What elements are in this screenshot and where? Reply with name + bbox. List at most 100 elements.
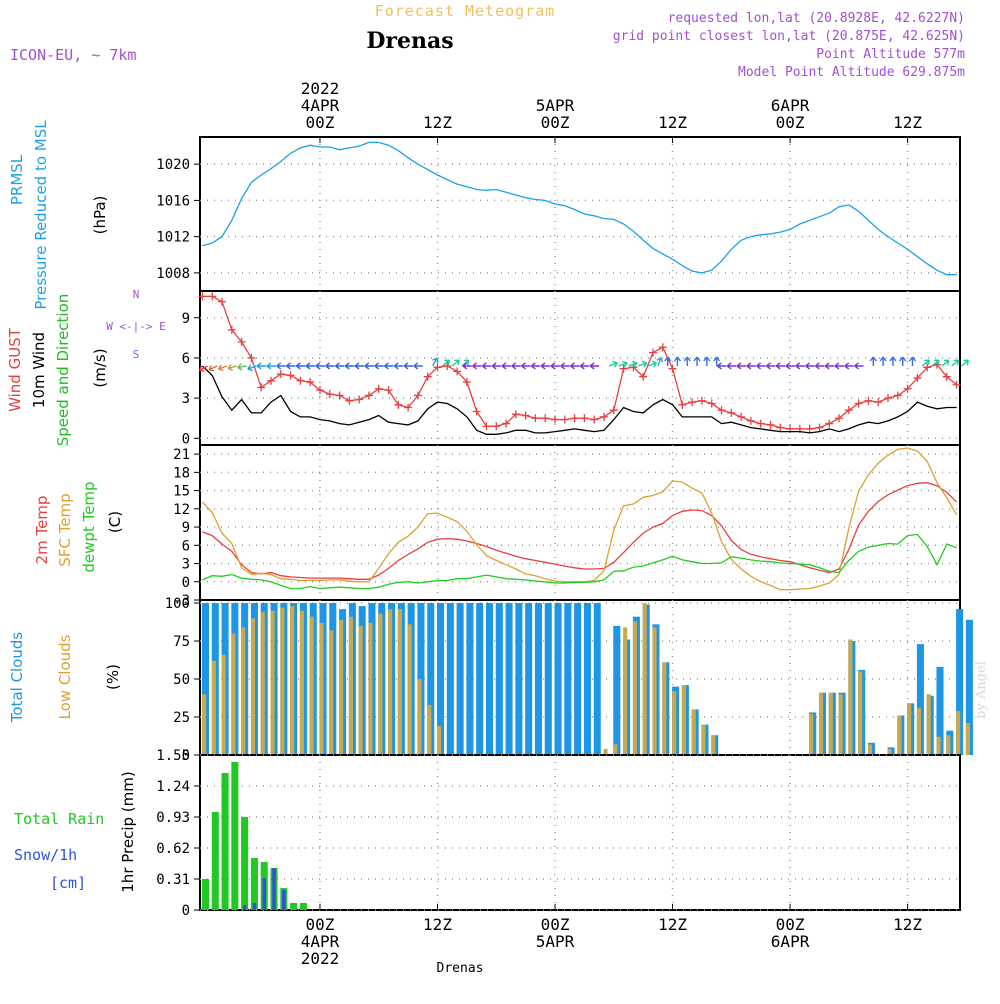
bar-clouds-b — [280, 607, 285, 755]
gust-marker — [208, 292, 217, 301]
bar-clouds-a — [485, 603, 494, 755]
wind-direction-arrow — [491, 362, 502, 370]
bar-clouds-b — [907, 703, 912, 755]
gust-marker — [521, 411, 530, 420]
bar-clouds-b — [897, 715, 902, 755]
gust-marker — [364, 391, 373, 400]
y-tick-label: 0.62 — [156, 841, 190, 857]
bar-clouds-b — [319, 622, 324, 755]
panel-pressure: 1008 1012 1016 1020 — [156, 136, 961, 292]
dewpt-label: dewpt Temp — [80, 481, 98, 572]
y-tick-label: 0 — [182, 903, 190, 919]
wind-direction-arrow — [683, 356, 691, 366]
point-altitude: Point Altitude 577m — [816, 47, 965, 62]
gust-marker — [453, 367, 462, 376]
requested-coords: requested lon,lat (20.8928E, 42.6227N) — [668, 11, 965, 26]
gust-marker — [835, 414, 844, 423]
gust-marker — [913, 374, 922, 383]
gust-marker — [227, 325, 236, 334]
bottom-time-label: 6APR — [771, 932, 810, 951]
bar-clouds-b — [809, 713, 814, 755]
gust-marker — [815, 423, 824, 432]
y-tick-label: 0 — [182, 575, 190, 591]
y-tick-label: 9 — [182, 520, 190, 536]
gust-marker — [541, 414, 550, 423]
y-tick-label: 18 — [173, 465, 190, 481]
wind-direction-arrow — [266, 362, 276, 370]
bar-clouds-a — [427, 603, 435, 755]
bar-clouds-a — [956, 609, 964, 755]
direction-label: Speed and Direction — [54, 294, 72, 447]
bar-clouds-a — [495, 603, 503, 755]
bar-clouds-b — [701, 724, 706, 755]
gust-marker — [325, 390, 334, 399]
gust-marker — [551, 415, 560, 424]
wind-direction-arrow — [217, 364, 228, 372]
panel-wind: 0 3 6 9 — [182, 290, 970, 447]
gust-marker — [531, 414, 540, 423]
bar-precip-b — [242, 905, 247, 910]
wind-direction-arrow — [276, 362, 286, 370]
wind-direction-arrow — [247, 364, 257, 372]
bar-precip-a — [211, 812, 219, 910]
panel-frame — [199, 444, 961, 601]
y-tick-label: 1012 — [156, 230, 190, 246]
y-tick-label: 6 — [182, 351, 190, 367]
gust-marker — [286, 371, 295, 380]
bar-precip-a — [250, 858, 258, 910]
bar-precip-a — [201, 879, 209, 910]
gust-marker — [296, 376, 305, 385]
pressure-unit: (hPa) — [91, 196, 109, 235]
wind-direction-arrow — [736, 362, 747, 370]
gust-marker — [482, 422, 491, 431]
y-tick-label: 0.93 — [156, 810, 190, 826]
gust-marker — [825, 419, 834, 428]
y-tick-label: 15 — [173, 484, 190, 500]
wind-direction-arrow — [889, 356, 897, 366]
wind-direction-arrow — [908, 356, 917, 366]
pressure-label-long: Pressure Reduced to MSL — [32, 120, 50, 310]
y-tick-label: -3 — [173, 593, 190, 609]
y-tick-label: 0.31 — [156, 872, 190, 888]
bar-clouds-b — [848, 639, 853, 755]
compass-s: S — [133, 348, 140, 361]
bar-clouds-b — [838, 694, 843, 755]
wind-direction-arrow — [208, 365, 218, 372]
bar-clouds-b — [378, 613, 383, 755]
bar-clouds-a — [437, 603, 445, 755]
wind-direction-arrow — [713, 356, 721, 366]
page-title: Drenas — [366, 28, 453, 54]
bar-clouds-b — [681, 685, 686, 755]
bar-clouds-b — [250, 618, 256, 755]
wind-direction-arrow — [618, 360, 628, 368]
series-prmsl — [202, 141, 957, 276]
gust-marker — [492, 422, 501, 431]
gust-label: Wind GUST — [6, 327, 24, 412]
bar-clouds-b — [916, 707, 922, 755]
gust-marker — [707, 399, 716, 408]
bar-clouds-b — [613, 744, 618, 755]
bar-clouds-a — [456, 603, 464, 755]
gust-marker — [952, 380, 961, 389]
wind-direction-arrow — [305, 362, 316, 370]
bar-clouds-b — [858, 671, 863, 755]
gust-marker — [854, 399, 863, 408]
bar-precip-b — [262, 878, 266, 910]
wind-direction-arrow — [286, 362, 296, 370]
wind-direction-arrow — [540, 362, 551, 370]
bar-clouds-b — [407, 624, 412, 755]
gust-marker — [668, 364, 677, 373]
wind-direction-arrow — [315, 362, 325, 370]
model-altitude: Model Point Altitude 629.875m — [738, 65, 965, 80]
bar-clouds-a — [554, 603, 562, 755]
wind-direction-arrow — [364, 362, 374, 370]
gust-marker — [619, 364, 628, 373]
gust-marker — [727, 408, 736, 417]
gust-marker — [237, 337, 246, 346]
y-tick-label: 1.24 — [156, 779, 190, 795]
compass-we: W <-|-> E — [106, 320, 166, 333]
wind-unit: (m/s) — [91, 348, 109, 387]
gust-marker — [198, 292, 207, 301]
